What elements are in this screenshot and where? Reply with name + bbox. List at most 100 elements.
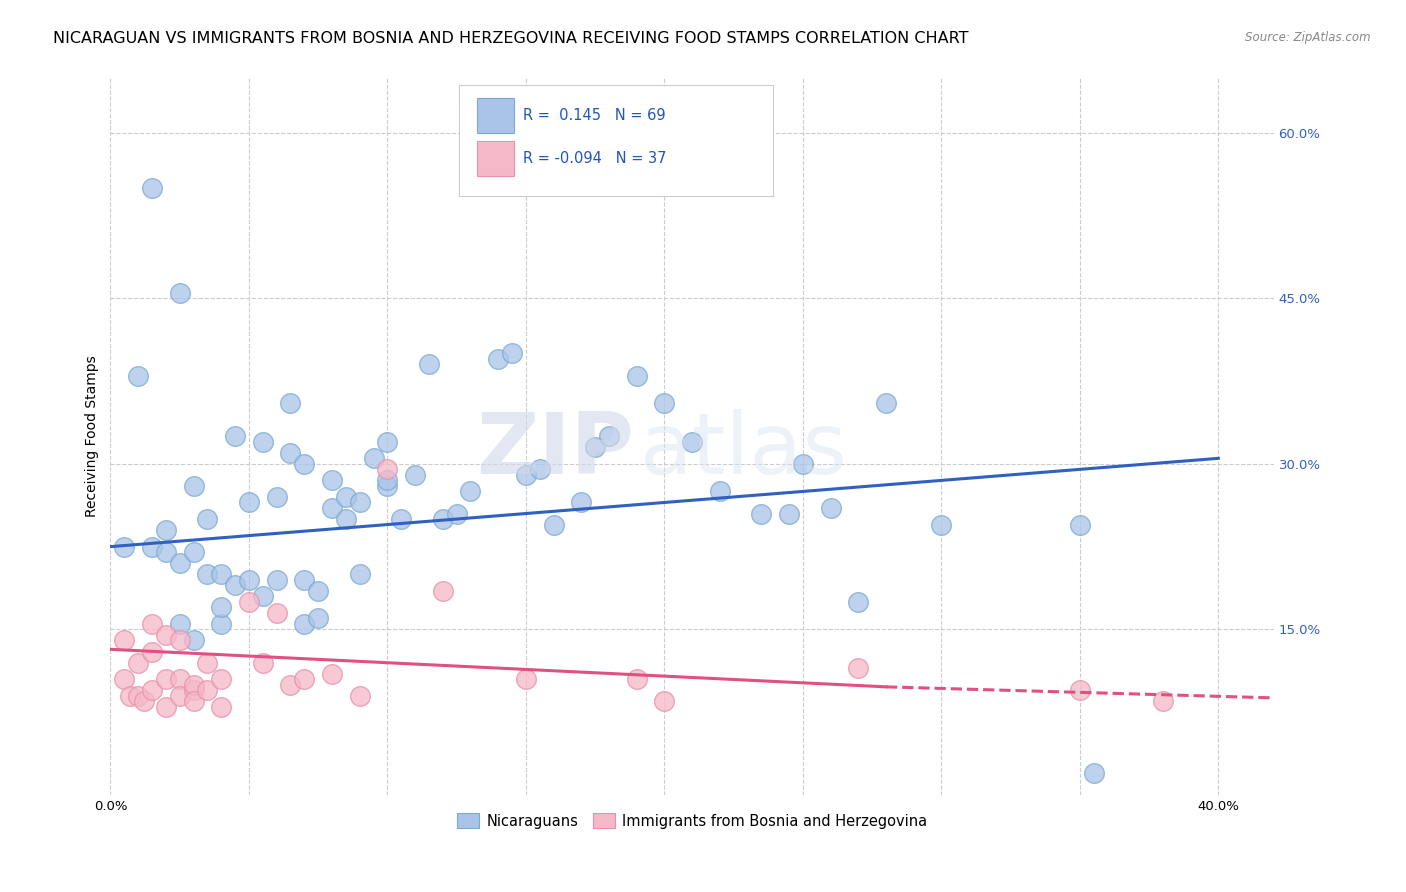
Point — [709, 484, 731, 499]
Point — [209, 672, 232, 686]
Point — [515, 672, 537, 686]
Point — [543, 517, 565, 532]
Point — [626, 672, 648, 686]
Text: ZIP: ZIP — [477, 409, 634, 492]
Point — [749, 507, 772, 521]
Point — [118, 689, 141, 703]
Point — [321, 501, 343, 516]
Point — [583, 440, 606, 454]
Text: NICARAGUAN VS IMMIGRANTS FROM BOSNIA AND HERZEGOVINA RECEIVING FOOD STAMPS CORRE: NICARAGUAN VS IMMIGRANTS FROM BOSNIA AND… — [53, 31, 969, 46]
Point — [127, 656, 149, 670]
Point — [349, 495, 371, 509]
Point — [132, 694, 155, 708]
Point — [321, 474, 343, 488]
Point — [280, 446, 302, 460]
Text: Source: ZipAtlas.com: Source: ZipAtlas.com — [1246, 31, 1371, 45]
Point — [335, 490, 357, 504]
Point — [155, 672, 177, 686]
Point — [155, 628, 177, 642]
Point — [238, 573, 260, 587]
Point — [252, 590, 274, 604]
Point — [209, 600, 232, 615]
Y-axis label: Receiving Food Stamps: Receiving Food Stamps — [86, 355, 100, 517]
FancyBboxPatch shape — [477, 141, 515, 176]
Point — [141, 616, 163, 631]
Point — [112, 672, 135, 686]
Point — [195, 683, 218, 698]
Point — [292, 457, 315, 471]
Point — [252, 656, 274, 670]
Point — [155, 545, 177, 559]
Point — [155, 523, 177, 537]
Point — [209, 699, 232, 714]
Point — [169, 556, 191, 570]
Point — [404, 467, 426, 482]
Point — [1069, 517, 1091, 532]
Point — [195, 512, 218, 526]
Point — [626, 368, 648, 383]
Point — [335, 512, 357, 526]
Point — [654, 694, 676, 708]
Point — [169, 672, 191, 686]
Text: R =  0.145   N = 69: R = 0.145 N = 69 — [523, 108, 666, 123]
Point — [321, 666, 343, 681]
Point — [112, 540, 135, 554]
Point — [778, 507, 800, 521]
Point — [169, 633, 191, 648]
Point — [1083, 766, 1105, 780]
Point — [846, 595, 869, 609]
Point — [432, 583, 454, 598]
Legend: Nicaraguans, Immigrants from Bosnia and Herzegovina: Nicaraguans, Immigrants from Bosnia and … — [451, 807, 932, 834]
Point — [486, 351, 509, 366]
Point — [307, 611, 329, 625]
Point — [127, 689, 149, 703]
Point — [195, 567, 218, 582]
Point — [820, 501, 842, 516]
Point — [349, 567, 371, 582]
Point — [307, 583, 329, 598]
Point — [377, 462, 399, 476]
Point — [292, 616, 315, 631]
Point — [846, 661, 869, 675]
Point — [432, 512, 454, 526]
Point — [209, 616, 232, 631]
Point — [183, 678, 205, 692]
Point — [280, 678, 302, 692]
Point — [446, 507, 468, 521]
Point — [792, 457, 814, 471]
Point — [169, 616, 191, 631]
Point — [169, 285, 191, 300]
Point — [292, 672, 315, 686]
Point — [418, 358, 440, 372]
Point — [141, 644, 163, 658]
Point — [127, 368, 149, 383]
Point — [569, 495, 592, 509]
Point — [209, 567, 232, 582]
Text: atlas: atlas — [640, 409, 848, 492]
Point — [238, 595, 260, 609]
Point — [377, 474, 399, 488]
Point — [195, 656, 218, 670]
Point — [377, 434, 399, 449]
Point — [183, 479, 205, 493]
Point — [266, 606, 288, 620]
Point — [280, 396, 302, 410]
Point — [292, 573, 315, 587]
Point — [169, 689, 191, 703]
Point — [1152, 694, 1174, 708]
Point — [141, 181, 163, 195]
Point — [1069, 683, 1091, 698]
Point — [155, 699, 177, 714]
Point — [931, 517, 953, 532]
Point — [112, 633, 135, 648]
Point — [389, 512, 412, 526]
Point — [183, 683, 205, 698]
Point — [266, 573, 288, 587]
Point — [598, 429, 620, 443]
Point — [266, 490, 288, 504]
Point — [875, 396, 897, 410]
Point — [529, 462, 551, 476]
Point — [377, 479, 399, 493]
Point — [183, 633, 205, 648]
FancyBboxPatch shape — [460, 85, 773, 196]
